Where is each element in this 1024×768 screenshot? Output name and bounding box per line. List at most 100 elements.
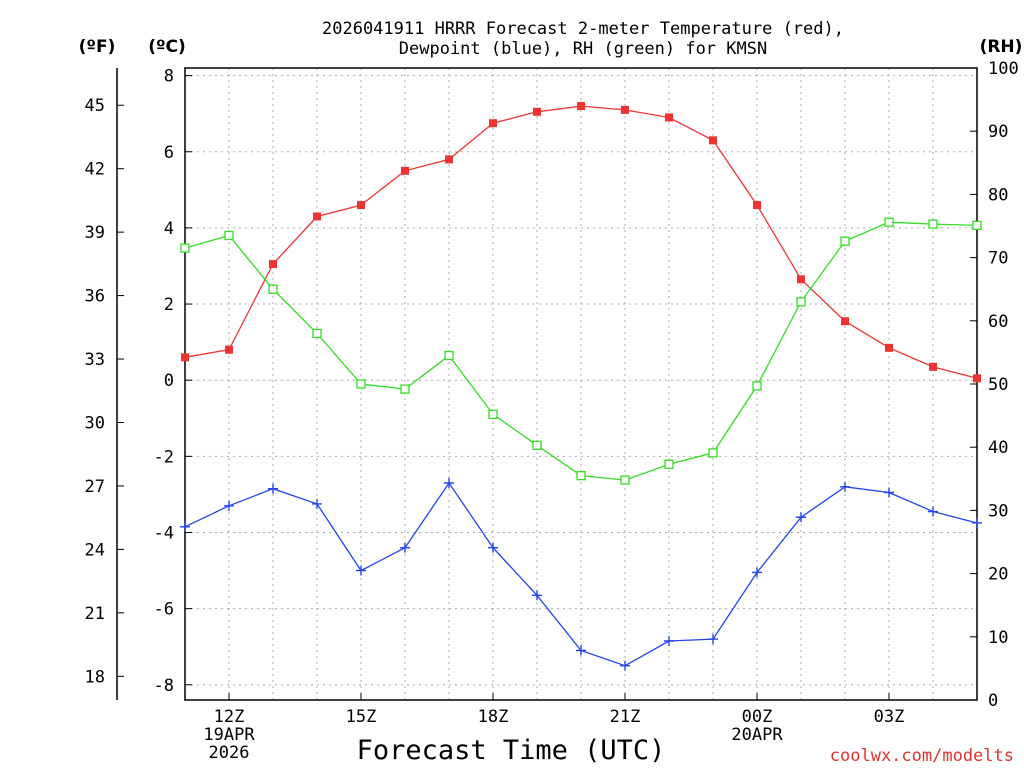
x-tick-label: 20APR [731,725,783,745]
temperature-point [489,119,497,128]
celsius-tick-label: -6 [154,600,174,620]
fahrenheit-tick-label: 24 [85,540,105,560]
celsius-tick-label: 0 [164,371,174,391]
rh-point [444,350,454,361]
temperature-point [269,260,277,269]
rh-point [796,297,806,307]
x-tick-label: 21Z [610,707,641,727]
celsius-tick-label: -4 [154,523,174,543]
temperature-point [753,201,761,210]
dewpoint-point [796,512,806,523]
x-axis-label: Forecast Time (UTC) [357,735,666,766]
dewpoint-point [400,542,410,553]
fahrenheit-unit-label: (ºF) [79,37,116,57]
dewpoint-point [576,645,586,656]
fahrenheit-tick-label: 45 [85,96,105,116]
rh-tick-label: 10 [988,628,1008,648]
dewpoint-point [884,487,894,498]
x-tick-label: 18Z [478,707,509,727]
x-tick-label: 03Z [874,707,905,727]
celsius-tick-label: 4 [164,219,174,239]
temperature-point [357,201,365,210]
fahrenheit-tick-label: 39 [85,223,105,243]
fahrenheit-tick-label: 36 [85,287,105,307]
rh-tick-label: 80 [988,185,1008,205]
dewpoint-point [312,498,322,509]
dewpoint-point [180,521,190,532]
rh-point [664,459,674,469]
dewpoint-point [268,483,278,494]
rh-point [576,470,586,481]
celsius-tick-label: -8 [154,676,174,696]
temperature-point [225,345,233,354]
credit-text: coolwx.com/modelts [830,746,1014,766]
temperature-point [665,113,673,122]
fahrenheit-tick-label: 33 [85,350,105,370]
fahrenheit-tick-label: 27 [85,477,105,497]
rh-point [224,230,234,241]
rh-point [312,328,322,339]
rh-point [620,475,630,485]
rh-tick-label: 40 [988,438,1008,458]
plot-area-frame [184,67,978,701]
rh-point [532,440,542,450]
grid-lines [185,68,977,700]
dewpoint-point [928,506,938,517]
fahrenheit-tick-label: 30 [85,413,105,433]
temperature-point [621,105,629,114]
rh-point [708,448,718,458]
temperature-point [445,155,453,164]
temperature-point [577,102,585,111]
temperature-point [401,166,409,175]
chart-title-line-2: Dewpoint (blue), RH (green) for KMSN [399,39,767,59]
temperature-point [929,362,937,371]
data-series [180,102,982,671]
x-tick-label: 15Z [346,707,377,727]
chart-title-line-1: 2026041911 HRRR Forecast 2-meter Tempera… [322,19,844,39]
dewpoint-point [972,517,982,528]
temperature-point [709,136,717,145]
temperature-point [313,212,321,221]
x-tick-label: 12Z [214,707,245,727]
x-tick-label: 2026 [209,743,250,763]
temperature-point [797,275,805,284]
dewpoint-point [532,590,542,601]
temperature-point [533,107,541,116]
rh-tick-label: 30 [988,501,1008,521]
rh-point [928,219,938,229]
rh-tick-label: 90 [988,122,1008,142]
dewpoint-point [444,477,454,488]
fahrenheit-tick-label: 18 [85,667,105,687]
rh-tick-label: 60 [988,312,1008,332]
celsius-tick-label: 6 [164,143,174,163]
rh-unit-label: (RH) [980,37,1023,57]
temperature-point [181,353,189,362]
rh-point [884,217,894,227]
rh-tick-label: 50 [988,375,1008,395]
dewpoint-point [488,542,498,553]
dewpoint-point [708,634,718,645]
dewpoint-point [356,565,366,576]
dewpoint-point [752,567,762,578]
dewpoint-point [664,635,674,646]
rh-point [972,220,982,231]
temperature-point [885,343,893,352]
rh-tick-label: 100 [988,59,1019,79]
celsius-tick-label: 2 [164,295,174,315]
axis-ticks: -8-6-4-202468182124273033363942450102030… [85,59,1019,763]
rh-tick-label: 70 [988,249,1008,269]
rh-point [752,381,762,391]
x-tick-label: 00Z [742,707,773,727]
rh-tick-label: 20 [988,565,1008,585]
rh-tick-label: 0 [988,691,998,711]
rh-point [356,379,366,389]
temperature-point [841,317,849,326]
rh-point [180,243,190,253]
dewpoint-point [620,660,630,671]
rh-point [840,236,850,246]
x-tick-label: 19APR [203,725,255,745]
rh-point [488,409,498,419]
fahrenheit-tick-label: 42 [85,160,105,180]
dewpoint-point [840,481,850,492]
